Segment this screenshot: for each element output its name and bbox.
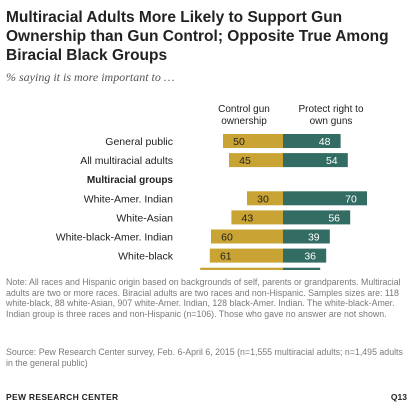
bar-protect-general-public [283, 134, 341, 148]
header-control-gun-ownership: Control gun ownership [218, 104, 270, 127]
row-label-white-black: White-black [118, 251, 174, 263]
value-label-control-general-public: 50 [233, 136, 245, 148]
bar-control-white-amer-indian [247, 191, 283, 206]
diverging-bar-chart: General public 50 48 All multiracial adults… [56, 134, 367, 270]
bar-control-general-public [223, 134, 283, 148]
value-label-control-white-black: 61 [220, 251, 232, 263]
value-label-protect-white-asian: 56 [328, 212, 340, 224]
bar-protect-all-multiracial-adults [283, 153, 348, 168]
bar-control-white-black-amer-indian [211, 229, 283, 244]
org-footer: PEW RESEARCH CENTER [6, 392, 119, 402]
row-label-general-public: General public [105, 136, 173, 148]
chart-title: Multiracial Adults More Likely to Suppor… [6, 9, 389, 64]
value-label-protect-general-public: 48 [319, 136, 331, 148]
chart-source: Source: Pew Research Center survey, Feb.… [6, 347, 403, 368]
value-label-protect-white-amer-indian: 70 [345, 193, 357, 205]
header-protect-right-to-own-guns: Protect right to own guns [298, 104, 364, 127]
bar-control-all-multiracial-adults [229, 153, 283, 168]
value-label-control-white-asian: 43 [242, 212, 254, 224]
bar-protect-white-black [283, 248, 327, 263]
bar-protect-black-amer-indian [283, 267, 321, 270]
group-header-label: Multiracial groups [87, 175, 174, 186]
bar-control-black-amer-indian [200, 267, 283, 270]
bar-control-white-black [209, 248, 283, 263]
row-label-white-black-amer-indian: White-black-Amer. Indian [56, 232, 173, 244]
row-label-all-multiracial-adults: All multiracial adults [80, 155, 173, 167]
value-label-control-all-multiracial-adults: 45 [239, 155, 251, 167]
chart-subtitle: % saying it is more important to … [6, 70, 175, 84]
question-code: Q13 [390, 392, 407, 402]
chart-note: Note: All races and Hispanic origin base… [6, 277, 401, 319]
value-label-control-white-black-amer-indian: 60 [221, 232, 233, 244]
row-label-white-asian: White-Asian [116, 212, 173, 224]
bar-protect-white-black-amer-indian [283, 229, 330, 244]
value-label-control-white-amer-indian: 30 [257, 193, 269, 205]
row-label-white-amer-indian: White-Amer. Indian [84, 193, 173, 205]
value-label-protect-white-black: 36 [304, 251, 316, 263]
bar-control-white-asian [231, 210, 283, 225]
value-label-protect-white-black-amer-indian: 39 [308, 232, 320, 244]
bar-protect-white-amer-indian [283, 191, 367, 206]
value-label-protect-all-multiracial-adults: 54 [326, 155, 338, 167]
bar-protect-white-asian [283, 210, 351, 225]
